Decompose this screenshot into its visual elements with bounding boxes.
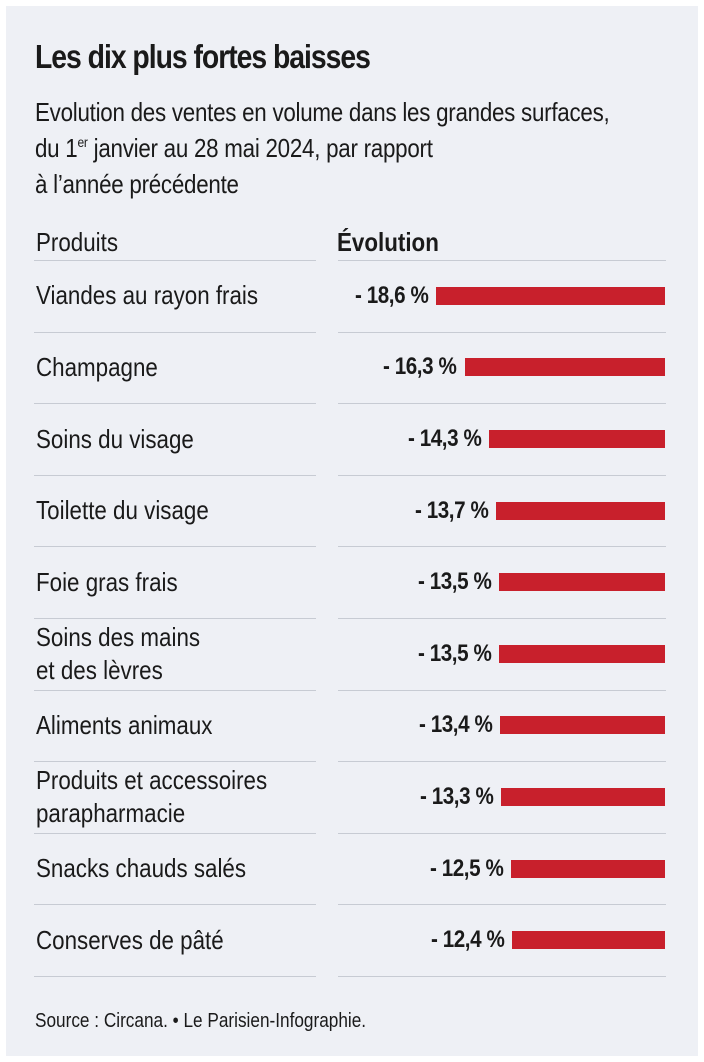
- product-label: Conserves de pâté: [36, 924, 224, 955]
- evolution-bar: [512, 931, 665, 950]
- evolution-bar: [511, 859, 665, 878]
- evolution-bar: [501, 788, 665, 806]
- product-label: Produits et accessoires parapharmacie: [36, 765, 268, 828]
- row-divider-products: [34, 976, 316, 977]
- subtitle-line-3: à l’année précédente: [35, 169, 239, 199]
- row-divider-evolution: [338, 689, 666, 691]
- evolution-bar: [498, 573, 665, 592]
- row-divider-products: [34, 689, 316, 691]
- infographic-card: Les dix plus fortes baisses Evolution de…: [6, 6, 698, 1056]
- row-divider-evolution: [338, 474, 666, 476]
- evolution-bar: [498, 644, 665, 663]
- row-divider-evolution: [338, 546, 666, 548]
- column-header-products: Produits: [36, 227, 119, 257]
- product-label: Champagne: [36, 351, 158, 382]
- row-divider-products: [34, 761, 316, 763]
- row-divider-products: [34, 403, 316, 405]
- row-divider-products: [34, 331, 316, 333]
- row-divider-evolution: [338, 403, 666, 405]
- source-credit: Source : Circana. • Le Parisien-Infograp…: [35, 1010, 367, 1032]
- column-header-evolution: Évolution: [337, 227, 439, 257]
- product-label: Soins des mains et des lèvres: [36, 621, 201, 685]
- evolution-value-label: - 14,3 %: [407, 425, 482, 452]
- product-label: Foie gras frais: [36, 566, 178, 597]
- product-label: Viandes au rayon frais: [36, 280, 259, 311]
- evolution-value-label: - 13,5 %: [417, 568, 492, 596]
- product-label: Soins du visage: [36, 423, 194, 454]
- evolution-value-label: - 12,4 %: [431, 926, 505, 954]
- chart-title: Les dix plus fortes baisses: [35, 38, 371, 75]
- evolution-value-label: - 13,7 %: [415, 496, 489, 524]
- evolution-bar: [436, 286, 665, 305]
- row-divider-products: [34, 474, 316, 476]
- evolution-bar: [496, 501, 665, 520]
- row-divider-products: [34, 618, 316, 619]
- subtitle-superscript: er: [77, 134, 88, 150]
- evolution-value-label: - 18,6 %: [354, 281, 429, 309]
- product-label: Aliments animaux: [36, 709, 213, 740]
- evolution-bar: [489, 430, 665, 448]
- evolution-bar: [500, 716, 665, 735]
- evolution-value-label: - 16,3 %: [383, 353, 457, 381]
- row-divider-products: [34, 546, 316, 548]
- subtitle-line-2-end: janvier au 28 mai 2024, par rapport: [87, 133, 433, 163]
- subtitle-line-1: Evolution des ventes en volume dans les …: [35, 97, 610, 127]
- row-divider-evolution: [338, 331, 666, 333]
- row-divider-evolution: [338, 761, 666, 763]
- row-divider-evolution: [338, 832, 666, 834]
- subtitle-line-2-start: du 1: [35, 133, 78, 163]
- chart-subtitle: Evolution des ventes en volume dans les …: [35, 94, 654, 202]
- evolution-value-label: - 13,5 %: [417, 639, 492, 667]
- evolution-bar: [464, 358, 665, 377]
- row-divider-products: [34, 904, 316, 906]
- row-divider-evolution: [338, 904, 666, 906]
- header-divider-products: [34, 260, 316, 261]
- row-divider-evolution: [338, 618, 666, 619]
- row-divider-evolution: [338, 976, 666, 977]
- row-divider-products: [34, 832, 316, 834]
- header-divider-evolution: [338, 260, 666, 261]
- evolution-value-label: - 13,4 %: [418, 711, 493, 739]
- evolution-value-label: - 12,5 %: [429, 854, 504, 882]
- evolution-value-label: - 13,3 %: [419, 783, 494, 810]
- product-label: Snacks chauds salés: [36, 853, 247, 884]
- product-label: Toilette du visage: [36, 495, 209, 526]
